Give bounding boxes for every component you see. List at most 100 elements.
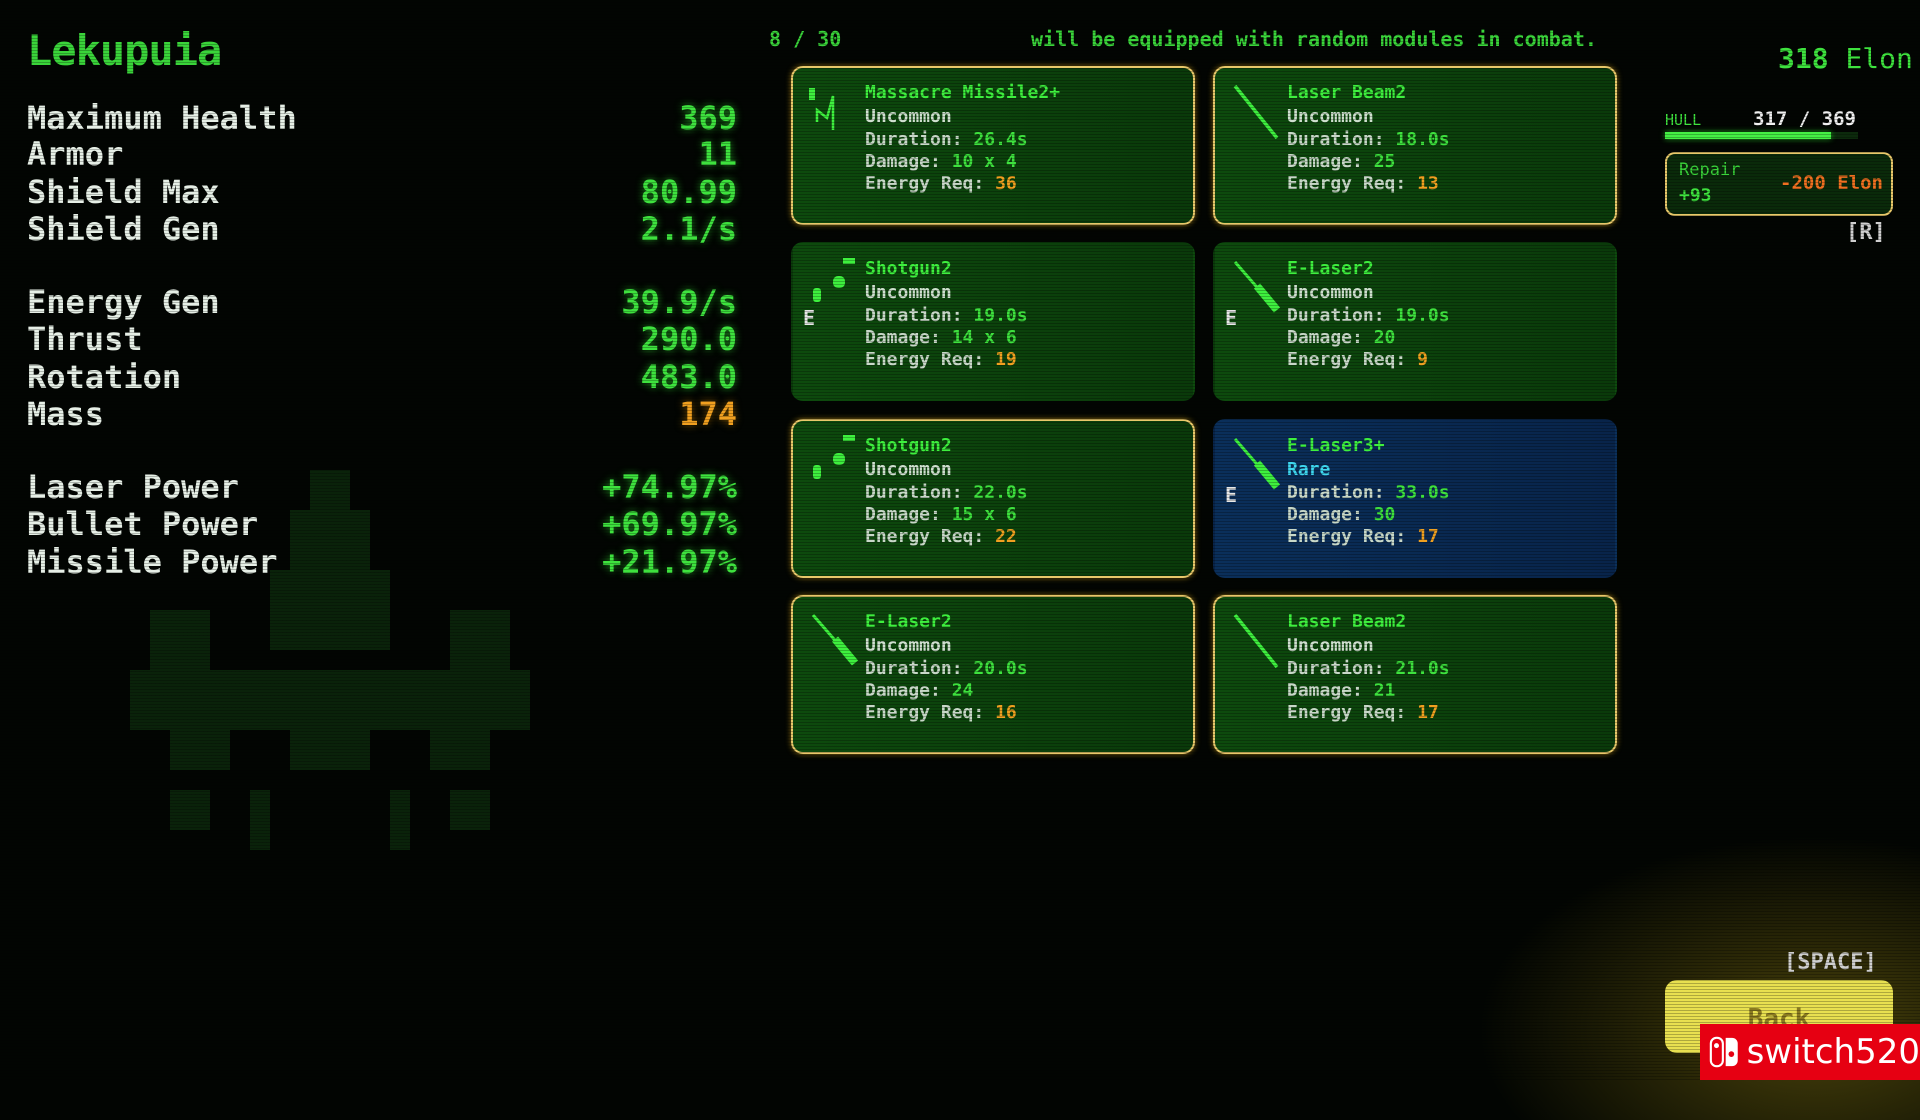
damage-label: Damage: [865,504,941,525]
duration-value: 18.0s [1395,129,1450,150]
module-rarity: Rare [1287,459,1331,480]
stat-row: Energy Gen 39.9/s [27,283,737,321]
module-energy: Energy Req: 22 [865,526,1017,547]
stat-label: Shield Max [27,173,220,211]
stat-value: 11 [698,135,737,173]
module-energy: Energy Req: 36 [865,173,1017,194]
stat-label: Thrust [27,320,143,358]
damage-value: 25 [1373,151,1396,172]
duration-value: 19.0s [1395,305,1450,326]
module-name: E-Laser2 [1287,258,1374,279]
module-name: Laser Beam2 [1287,611,1407,632]
laser-beam-icon [1233,84,1279,140]
module-duration: Duration: 20.0s [865,658,1028,679]
hull-bar [1665,132,1858,139]
stat-row: Shield Max 80.99 [27,173,737,211]
damage-label: Damage: [1287,151,1363,172]
energy-label: Energy Req: [1287,173,1407,194]
duration-value: 26.4s [973,129,1028,150]
module-rarity: Uncommon [865,635,952,656]
stat-label: Energy Gen [27,283,220,321]
energy-label: Energy Req: [865,702,985,723]
stat-row: Maximum Health 369 [27,99,737,137]
repair-button[interactable]: Repair +93 -200 Elon [1665,152,1893,216]
energy-label: Energy Req: [865,526,985,547]
info-message: will be equipped with random modules in … [1031,27,1597,51]
module-rarity: Uncommon [865,282,952,303]
stat-value: 369 [679,99,737,137]
e-laser-icon [811,614,859,666]
damage-value: 15 x 6 [951,504,1017,525]
module-duration: Duration: 19.0s [865,305,1028,326]
watermark: switch520 [1700,1024,1920,1080]
module-duration: Duration: 26.4s [865,129,1028,150]
energy-label: Energy Req: [1287,526,1407,547]
module-energy: Energy Req: 17 [1287,702,1439,723]
module-energy: Energy Req: 19 [865,349,1017,370]
stat-value: +21.97% [602,543,737,581]
module-card[interactable]: Shotgun2 Uncommon Duration: 22.0s Damage… [791,419,1195,578]
equipped-marker: E [1225,483,1238,507]
stat-label: Laser Power [27,468,239,506]
duration-value: 21.0s [1395,658,1450,679]
damage-label: Damage: [865,327,941,348]
energy-value: 16 [995,702,1017,723]
repair-amount: +93 [1679,185,1712,206]
stat-row: Armor 11 [27,135,737,173]
module-name: Shotgun2 [865,435,952,456]
damage-label: Damage: [865,680,941,701]
module-name: Massacre Missile2+ [865,82,1061,103]
damage-label: Damage: [865,151,941,172]
damage-label: Damage: [1287,680,1363,701]
stat-row: Shield Gen 2.1/s [27,210,737,248]
damage-value: 21 [1373,680,1396,701]
duration-value: 19.0s [973,305,1028,326]
hull-label: HULL [1665,111,1702,129]
module-card[interactable]: E E-Laser3+ Rare Duration: 33.0s Damage: … [1213,419,1617,578]
module-card[interactable]: Laser Beam2 Uncommon Duration: 18.0s Dam… [1213,66,1617,225]
repair-cost: -200 Elon [1780,172,1883,194]
stat-value: +74.97% [602,468,737,506]
stat-label: Maximum Health [27,99,297,137]
damage-value: 24 [951,680,974,701]
damage-value: 30 [1373,504,1396,525]
module-card[interactable]: E E-Laser2 Uncommon Duration: 19.0s Damag… [1213,242,1617,401]
module-name: Shotgun2 [865,258,952,279]
stat-row: Rotation 483.0 [27,358,737,396]
energy-value: 9 [1417,349,1428,370]
damage-label: Damage: [1287,504,1363,525]
stat-value: 290.0 [640,320,737,358]
duration-label: Duration: [1287,658,1385,679]
module-rarity: Uncommon [1287,635,1374,656]
stat-label: Bullet Power [27,505,259,543]
stat-value: 39.9/s [621,283,737,321]
stat-label: Armor [27,135,124,173]
module-card[interactable]: Laser Beam2 Uncommon Duration: 21.0s Dam… [1213,595,1617,754]
duration-label: Duration: [865,129,963,150]
module-rarity: Uncommon [865,459,952,480]
laser-beam-icon [1233,613,1279,669]
module-duration: Duration: 19.0s [1287,305,1450,326]
damage-value: 14 x 6 [951,327,1017,348]
duration-label: Duration: [865,482,963,503]
module-card[interactable]: Massacre Missile2+ Uncommon Duration: 26… [791,66,1195,225]
energy-value: 17 [1417,702,1439,723]
ship-pixel-art [130,470,530,850]
module-card[interactable]: E-Laser2 Uncommon Duration: 20.0s Damage… [791,595,1195,754]
module-card[interactable]: E Shotgun2 Uncommon Duration: 19.0s Damag… [791,242,1195,401]
currency-display: 318 Elon [1778,42,1913,75]
stat-label: Shield Gen [27,210,220,248]
energy-label: Energy Req: [1287,349,1407,370]
module-energy: Energy Req: 13 [1287,173,1439,194]
module-name: Laser Beam2 [1287,82,1407,103]
module-energy: Energy Req: 16 [865,702,1017,723]
module-duration: Duration: 18.0s [1287,129,1450,150]
energy-value: 13 [1417,173,1439,194]
stat-value: 80.99 [640,173,737,211]
stat-value: 2.1/s [640,210,737,248]
module-count: 8 / 30 [769,27,842,51]
duration-label: Duration: [1287,482,1385,503]
duration-label: Duration: [1287,129,1385,150]
energy-label: Energy Req: [865,173,985,194]
switch-logo-icon [1709,1036,1738,1068]
